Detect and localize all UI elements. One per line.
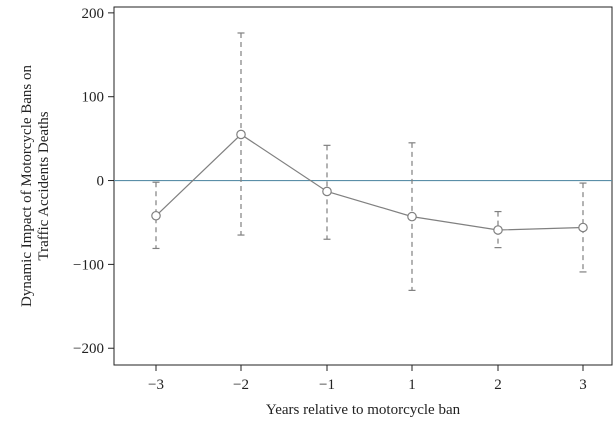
x-tick-label: −1: [319, 377, 335, 393]
y-tick-label: 100: [82, 90, 105, 106]
x-tick-label: 3: [579, 377, 587, 393]
error-bar-layer: [152, 32, 587, 291]
y-tick-label: −100: [73, 257, 104, 273]
x-tick-label: −3: [148, 377, 164, 393]
y-tick-label: −200: [73, 341, 104, 357]
plot-border: [113, 6, 613, 366]
tick-layer: 200 100 0 −100 −200 −3 −2 −1 1 2 3: [73, 6, 587, 393]
x-tick-label: 2: [494, 377, 502, 393]
data-point: [407, 211, 417, 222]
y-axis-title-line-1: Dynamic Impact of Motorcycle Bans on: [19, 64, 35, 307]
data-point: [236, 129, 246, 140]
series-line-layer: [155, 133, 584, 231]
y-tick-label: 200: [82, 6, 105, 22]
point-layer: [151, 129, 588, 235]
data-point: [322, 186, 332, 197]
data-point: [151, 210, 161, 221]
data-point: [578, 222, 588, 233]
x-tick-label: 1: [408, 377, 416, 393]
x-tick-label: −2: [233, 377, 249, 393]
data-point: [493, 225, 503, 235]
y-axis-title-line-2: Traffic Accidents Deaths: [36, 111, 52, 260]
y-tick-label: 0: [97, 174, 105, 190]
x-axis-title: Years relative to motorcycle ban: [266, 402, 461, 418]
plot-frame: [113, 6, 613, 366]
series-line: [155, 133, 584, 231]
